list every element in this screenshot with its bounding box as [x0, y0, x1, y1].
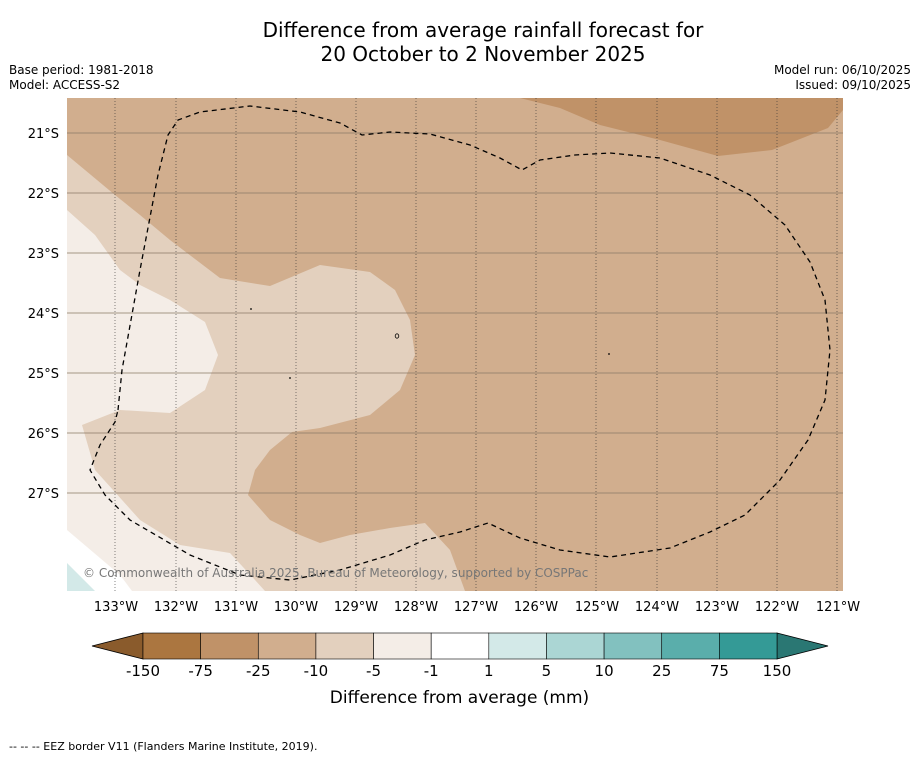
region-minus-5	[67, 210, 265, 591]
title-line-1: Difference from average rainfall forecas…	[262, 18, 704, 42]
graticule	[114, 98, 838, 591]
colorbar-segment	[546, 632, 605, 660]
lon-label: 129°W	[334, 600, 378, 615]
colorbar-tick-label: 10	[595, 662, 614, 680]
colorbar-segment	[488, 632, 547, 660]
longitude-axis: 133°W 132°W 131°W 130°W 129°W 128°W 127°…	[94, 600, 860, 615]
meta-right: Model run: 06/10/2025 Issued: 09/10/2025	[774, 63, 911, 93]
lat-label: 21°S	[28, 127, 59, 142]
lon-label: 130°W	[274, 600, 318, 615]
lon-label: 123°W	[695, 600, 739, 615]
colorbar-segment	[373, 632, 432, 660]
colorbar: -150 -75 -25 -10 -5 -1 1 5 10 25 75 150	[91, 632, 829, 680]
colorbar-segment	[603, 632, 663, 660]
colorbar-over-arrow	[776, 632, 829, 660]
colorbar-label: Difference from average (mm)	[329, 688, 590, 708]
meta-left: Base period: 1981-2018 Model: ACCESS-S2	[9, 63, 154, 93]
colorbar-tick-label: -1	[424, 662, 439, 680]
colorbar-segment	[315, 632, 374, 660]
lat-label: 22°S	[28, 187, 59, 202]
lon-label: 131°W	[214, 600, 258, 615]
colorbar-segments	[142, 632, 778, 660]
lat-label: 27°S	[28, 487, 59, 502]
island-marker	[608, 353, 610, 355]
lat-label: 25°S	[28, 367, 59, 382]
lon-label: 121°W	[816, 600, 860, 615]
latitude-lines	[67, 132, 843, 494]
colorbar-tick-label: 5	[542, 662, 552, 680]
lon-label: 127°W	[454, 600, 498, 615]
issued-text: Issued: 09/10/2025	[795, 78, 911, 92]
colorbar-segment	[430, 632, 490, 660]
colorbar-segment	[142, 632, 201, 660]
lon-label: 122°W	[755, 600, 799, 615]
title-line-2: 20 October to 2 November 2025	[320, 42, 646, 66]
colorbar-segment	[719, 632, 778, 660]
island-marker	[394, 333, 400, 339]
lon-label: 124°W	[635, 600, 679, 615]
colorbar-ticks: -150 -75 -25 -10 -5 -1 1 5 10 25 75 150	[126, 662, 791, 680]
island-marker	[289, 377, 291, 379]
model-run-text: Model run: 06/10/2025	[773, 63, 911, 77]
lon-label: 128°W	[394, 600, 438, 615]
latitude-axis: 21°S 22°S 23°S 24°S 25°S 26°S 27°S	[28, 127, 59, 502]
colorbar-tick-label: 1	[484, 662, 494, 680]
copyright-notice: © Commonwealth of Australia 2025, Bureau…	[83, 566, 588, 580]
colorbar-tick-label: -150	[126, 662, 160, 680]
base-period-text: Base period: 1981-2018	[9, 63, 154, 77]
region-minus-5-edge	[67, 288, 69, 326]
lat-label: 26°S	[28, 427, 59, 442]
colorbar-segment	[257, 632, 317, 660]
colorbar-tick-label: -5	[366, 662, 381, 680]
region-neutral	[67, 530, 132, 591]
colorbar-segment	[200, 632, 259, 660]
lon-label: 126°W	[514, 600, 558, 615]
colorbar-tick-label: -25	[246, 662, 271, 680]
lon-label: 132°W	[154, 600, 198, 615]
model-text: Model: ACCESS-S2	[9, 78, 121, 92]
colorbar-tick-label: -10	[304, 662, 329, 680]
colorbar-tick-label: 75	[710, 662, 729, 680]
lon-label: 133°W	[94, 600, 138, 615]
lon-label: 125°W	[575, 600, 619, 615]
lat-label: 24°S	[28, 307, 59, 322]
eez-border	[89, 105, 831, 581]
island-marker	[250, 308, 252, 310]
colorbar-under-arrow	[91, 632, 144, 660]
colorbar-segment	[661, 632, 720, 660]
map-title: Difference from average rainfall forecas…	[0, 18, 919, 66]
region-minus-75	[520, 98, 843, 156]
colorbar-tick-label: -75	[188, 662, 213, 680]
eez-footnote: -- -- -- EEZ border V11 (Flanders Marine…	[9, 740, 318, 753]
rainfall-map	[67, 98, 843, 591]
colorbar-tick-label: 25	[652, 662, 671, 680]
lat-label: 23°S	[28, 247, 59, 262]
region-plus-5	[67, 563, 95, 591]
colorbar-tick-label: 150	[763, 662, 792, 680]
